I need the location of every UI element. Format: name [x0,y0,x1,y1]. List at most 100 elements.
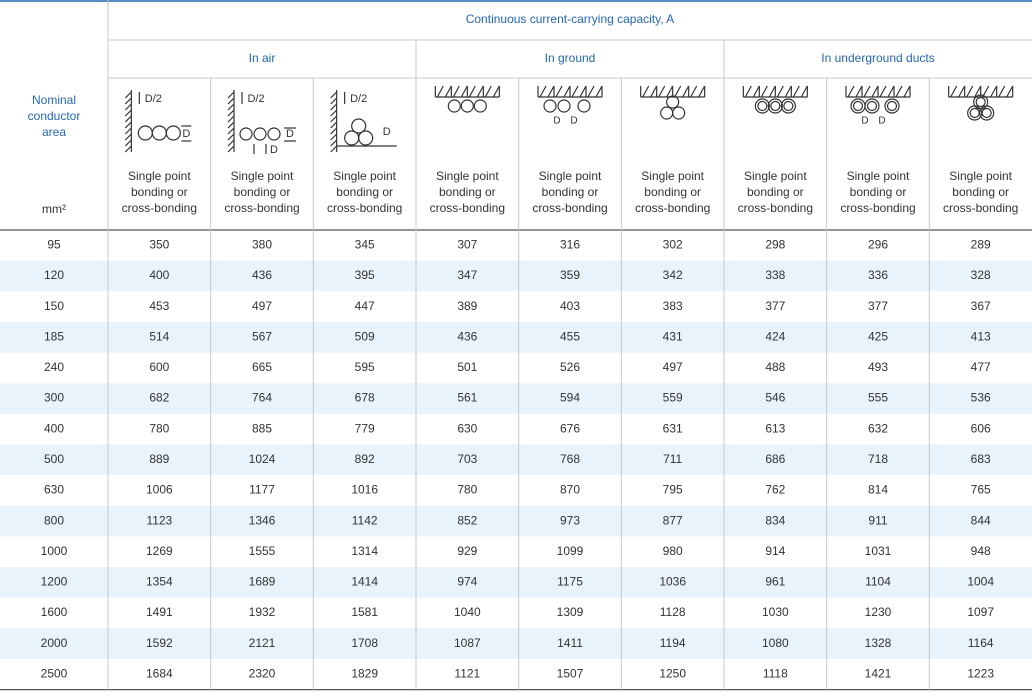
cell: 718 [868,452,888,466]
cell: 1006 [146,483,173,497]
cell: 526 [560,360,580,374]
cell: 1121 [454,666,480,680]
cell: 911 [868,513,887,527]
cell: 1592 [146,636,173,650]
cell: 1040 [454,605,481,619]
icon-part [903,85,911,98]
icon-label: D [878,116,885,127]
icon-part [165,125,181,141]
cell: 477 [971,360,991,374]
icon-part [698,85,706,98]
cell: 120 [44,268,64,282]
icon-part [847,85,855,98]
icon-part [760,85,768,98]
cell: 1118 [763,666,788,680]
column-label: cross-bonding [430,201,505,215]
icon-part [979,105,995,121]
cell: 509 [355,329,375,343]
column-label: Single point [231,169,294,183]
icon-part [879,85,887,98]
cell: 431 [663,329,683,343]
cell: 1581 [351,605,378,619]
cell: 686 [765,452,785,466]
column-label: cross-bonding [327,201,402,215]
cell: 606 [971,421,991,435]
icon-part [344,130,360,146]
column-label: cross-bonding [224,201,299,215]
icon-part [744,85,752,98]
icon-part [595,85,603,98]
cell: 1230 [865,605,892,619]
icon-part [974,85,982,98]
icon-part [447,99,461,113]
cell: 328 [971,268,991,282]
icon-part [330,103,338,111]
cell: 300 [44,391,64,405]
cell: 1097 [967,605,994,619]
icon-part [563,85,571,98]
icon-part [227,115,235,123]
cell: 389 [457,299,477,313]
icon-part [666,95,680,109]
icon-part [436,85,444,98]
icon-part [543,99,557,113]
icon-label: D/2 [145,93,162,105]
icon-part [137,125,153,141]
cell: 2000 [41,636,68,650]
column-label: cross-bonding [943,201,1018,215]
column-label: Single point [436,169,499,183]
cell: 762 [765,483,785,497]
icon-part [642,85,650,98]
cell: 1346 [249,513,276,527]
icon-part [690,85,698,98]
column-label: bonding or [336,185,393,199]
cell: 1414 [351,575,378,589]
icon-part [484,85,492,98]
column-label: Single point [744,169,807,183]
column-label: cross-bonding [738,201,813,215]
icon-part [792,85,800,98]
cell: 383 [663,299,683,313]
cell: 453 [149,299,169,313]
icon-part [784,85,792,98]
icon-part [768,85,776,98]
icon-label: D [286,128,294,140]
cell: 497 [252,299,272,313]
icon-label: D/2 [350,93,367,105]
icon-part [587,85,595,98]
cell: 780 [149,421,169,435]
cell: 1031 [865,544,892,558]
cell: 613 [765,421,785,435]
cell: 1194 [660,636,686,650]
icon-label: D [182,128,190,140]
cell: 436 [457,329,477,343]
cell: 678 [355,391,375,405]
cell: 1142 [352,513,378,527]
cell: 500 [44,452,64,466]
cell: 844 [971,513,991,527]
cell: 1507 [557,666,584,680]
icon-part [800,85,808,98]
cell: 447 [355,299,375,313]
cell: 676 [560,421,580,435]
cell: 929 [457,544,477,558]
cell: 682 [149,391,169,405]
cell: 493 [868,360,888,374]
cell: 1164 [968,636,994,650]
icon-part [444,85,452,98]
cell: 1829 [351,666,378,680]
icon-part [650,85,658,98]
cell: 665 [252,360,272,374]
cell: 795 [663,483,683,497]
icon-part [752,85,760,98]
icon-part [460,99,474,113]
cell: 400 [44,421,64,435]
icon-part [227,145,235,153]
cell: 1411 [557,636,583,650]
cell: 377 [765,299,785,313]
icon-part [492,85,500,98]
icon-part [330,127,338,135]
icon-part [151,125,167,141]
cell: 1555 [249,544,276,558]
